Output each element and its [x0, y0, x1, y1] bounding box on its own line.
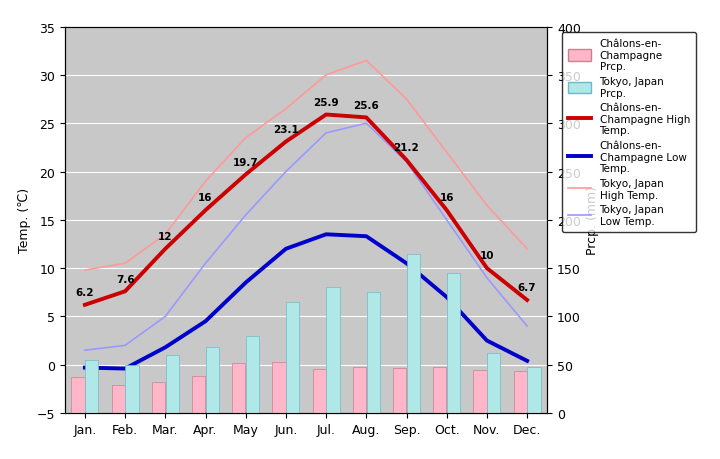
Bar	[125, 365, 138, 413]
Y-axis label: Prcp. (mm): Prcp. (mm)	[586, 186, 599, 255]
Bar	[192, 376, 205, 413]
Bar	[85, 360, 99, 413]
Bar	[71, 377, 85, 413]
Bar	[433, 367, 446, 413]
Text: 7.6: 7.6	[116, 274, 135, 284]
Bar	[272, 362, 286, 413]
Bar	[206, 347, 219, 413]
Bar	[527, 367, 541, 413]
Bar	[112, 385, 125, 413]
Bar	[393, 368, 406, 413]
Bar	[513, 372, 527, 413]
Bar	[353, 367, 366, 413]
Bar	[487, 353, 500, 413]
Bar	[233, 363, 246, 413]
Text: 21.2: 21.2	[394, 143, 419, 153]
Bar	[326, 288, 340, 413]
Text: 6.2: 6.2	[76, 287, 94, 297]
Legend: Châlons-en-
Champagne
Prcp., Tokyo, Japan
Prcp., Châlons-en-
Champagne High
Temp: Châlons-en- Champagne Prcp., Tokyo, Japa…	[562, 33, 696, 233]
Bar	[474, 371, 487, 413]
Bar	[366, 293, 379, 413]
Bar	[407, 254, 420, 413]
Text: 16: 16	[439, 193, 454, 203]
Y-axis label: Temp. (℃): Temp. (℃)	[18, 188, 31, 253]
Text: 25.9: 25.9	[313, 98, 339, 107]
Text: 10: 10	[480, 251, 494, 261]
Bar	[286, 302, 300, 413]
Bar	[447, 273, 460, 413]
Text: 6.7: 6.7	[518, 283, 536, 293]
Text: 16: 16	[198, 193, 212, 203]
Bar	[246, 336, 259, 413]
Text: 19.7: 19.7	[233, 157, 258, 168]
Bar	[312, 369, 326, 413]
Text: 23.1: 23.1	[273, 124, 299, 134]
Text: 12: 12	[158, 231, 173, 241]
Bar	[152, 382, 165, 413]
Bar	[166, 355, 179, 413]
Text: 25.6: 25.6	[354, 101, 379, 111]
